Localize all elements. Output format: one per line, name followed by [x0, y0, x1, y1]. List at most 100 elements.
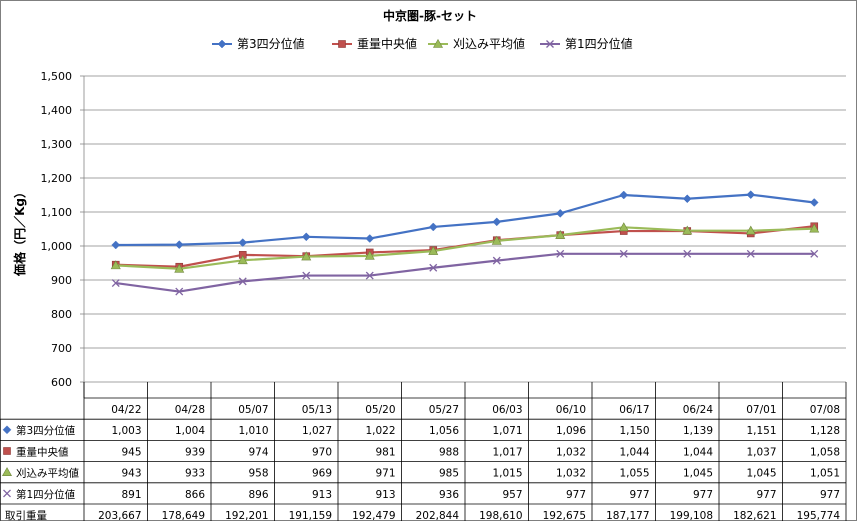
legend-label-3: 刈込み平均値 [453, 36, 525, 51]
data-label-s3-6: 985 [439, 468, 459, 480]
data-point-s4-9 [619, 249, 628, 258]
weight-cell-6: 202,844 [416, 510, 460, 521]
data-label-s1-1: 1,003 [111, 425, 141, 437]
data-point-s3-3 [237, 255, 248, 265]
table-row-label-2: 重量中央値 [16, 445, 69, 458]
weight-cell-10: 199,108 [670, 510, 713, 521]
data-point-s4-3-stroke-b [238, 277, 247, 286]
y-tick-label: 1,300 [41, 138, 73, 151]
x-tick-label: 05/07 [238, 404, 268, 416]
data-point-s3-2 [174, 263, 185, 273]
data-label-s3-5: 971 [375, 468, 395, 480]
y-tick-label: 1,000 [41, 240, 73, 253]
data-point-s1-4 [301, 232, 311, 242]
data-point-s3-10 [682, 225, 693, 235]
weight-cell-4: 191,159 [289, 510, 332, 521]
data-label-s2-12: 1,058 [810, 446, 840, 458]
data-point-s4-8-stroke-b [556, 249, 565, 258]
table-key-marker-4-stroke-b [3, 489, 11, 498]
legend-label-2: 重量中央値 [357, 36, 417, 51]
x-tick-label: 06/17 [619, 404, 649, 416]
data-point-s3-1 [110, 260, 121, 270]
y-tick-label: 1,500 [41, 70, 73, 83]
y-tick-label: 700 [51, 342, 72, 355]
data-label-s1-10: 1,139 [683, 425, 713, 437]
data-point-s4-12-stroke-b [810, 249, 819, 258]
x-tick-label: 06/10 [556, 404, 586, 416]
data-point-s4-2-stroke-b [175, 287, 184, 296]
data-label-s1-11: 1,151 [746, 425, 776, 437]
data-label-s4-3: 896 [248, 489, 268, 501]
data-label-s4-7: 957 [502, 489, 522, 501]
data-point-s3-11 [745, 225, 756, 235]
data-point-s4-2 [175, 287, 184, 296]
data-point-s1-10 [682, 194, 692, 204]
weight-cell-5: 192,479 [352, 510, 395, 521]
data-label-s1-9: 1,150 [619, 425, 649, 437]
weight-cell-1: 203,667 [98, 510, 141, 521]
data-label-s1-7: 1,071 [492, 425, 522, 437]
legend-marker-4 [546, 40, 554, 48]
x-tick-label: 06/24 [683, 404, 714, 416]
legend-label-4: 第1四分位値 [565, 36, 633, 51]
data-point-s4-5 [365, 271, 374, 280]
data-point-s3-12 [809, 223, 820, 233]
series-layer [110, 190, 820, 296]
data-label-s2-7: 1,017 [492, 446, 522, 458]
weight-cell-12: 195,774 [797, 510, 841, 521]
data-label-s3-4: 969 [312, 468, 332, 480]
data-point-s1-6 [428, 222, 438, 232]
data-point-s4-10 [683, 249, 692, 258]
y-tick-label: 1,200 [41, 172, 73, 185]
data-point-s3-9 [618, 222, 629, 232]
data-label-s4-12: 977 [820, 489, 840, 501]
data-point-s4-10-stroke-b [683, 249, 692, 258]
data-label-s4-8: 977 [566, 489, 586, 501]
data-point-s4-1 [111, 279, 120, 288]
table-row-label-4: 第1四分位値 [16, 488, 76, 501]
y-tick-label: 900 [51, 274, 72, 287]
data-point-s1-12 [809, 198, 819, 207]
x-tick-label: 05/20 [365, 404, 395, 416]
data-point-s1-1 [111, 240, 121, 250]
series-line-4 [115, 252, 815, 293]
data-label-s4-10: 977 [693, 489, 713, 501]
data-label-s3-3: 958 [248, 468, 268, 480]
x-tick-label: 05/27 [429, 404, 459, 416]
series-line-1 [115, 193, 815, 247]
legend-marker-1 [217, 39, 227, 49]
data-label-s1-6: 1,056 [429, 425, 459, 437]
y-axis-label: 価格（円／Kg） [12, 186, 27, 277]
data-point-s4-4-stroke-b [302, 271, 311, 280]
data-point-s3-4 [301, 251, 312, 261]
data-label-s3-2: 933 [185, 468, 205, 480]
data-point-s4-1-stroke-b [111, 279, 120, 288]
legend-marker-3 [432, 38, 444, 48]
weight-cell-7: 198,610 [479, 510, 522, 521]
y-tick-label: 1,400 [41, 104, 73, 117]
data-label-s4-11: 977 [756, 489, 776, 501]
chart-title: 中京圏-豚-セット [383, 8, 477, 23]
data-label-s1-5: 1,022 [365, 425, 395, 437]
data-label-s3-10: 1,045 [683, 468, 713, 480]
legend-label-1: 第3四分位値 [237, 36, 305, 51]
legend-marker-4-stroke-b [546, 40, 554, 48]
data-label-s1-12: 1,128 [810, 425, 840, 437]
data-point-s4-6-stroke-b [429, 263, 438, 272]
y-tick-label: 600 [51, 376, 72, 389]
table-row-label-3: 刈込み平均値 [16, 467, 79, 480]
data-label-s1-4: 1,027 [302, 425, 332, 437]
series-4 [111, 249, 819, 296]
data-point-s4-4 [302, 271, 311, 280]
data-label-s3-12: 1,051 [810, 468, 840, 480]
data-label-s4-6: 936 [439, 489, 459, 501]
data-point-s4-3 [238, 277, 247, 286]
data-label-s3-8: 1,032 [556, 468, 586, 480]
data-label-s1-3: 1,010 [238, 425, 268, 437]
series-line-3 [115, 226, 815, 270]
data-point-s1-5 [365, 234, 375, 243]
x-tick-label: 07/08 [810, 404, 840, 416]
x-tick-label: 05/13 [302, 404, 332, 416]
table-row-label-1: 第3四分位値 [16, 424, 76, 437]
data-label-s2-5: 981 [375, 446, 395, 458]
